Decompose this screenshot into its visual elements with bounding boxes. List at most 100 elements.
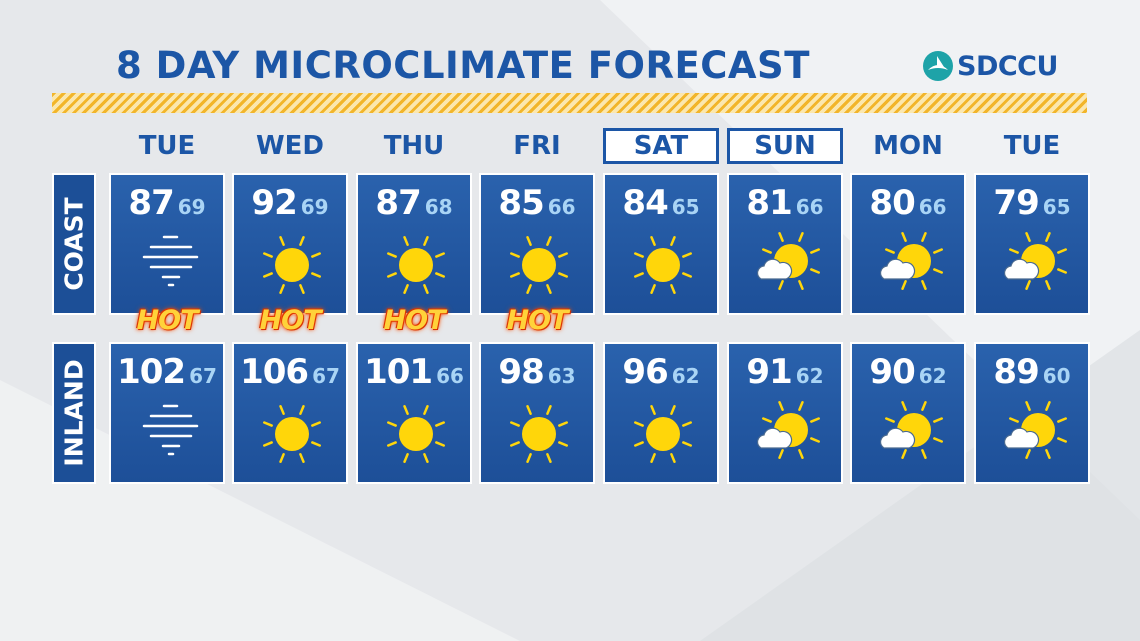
forecast-cell: 80 66 (850, 173, 966, 315)
day-label: TUE (1003, 131, 1061, 161)
high-temp: 80 (869, 183, 915, 223)
low-temp: 62 (918, 364, 947, 388)
forecast-cell: 85 66 (479, 173, 595, 315)
day-label: WED (255, 131, 325, 161)
weather-icon (879, 401, 943, 459)
forecast-cell: 98 63 (479, 342, 595, 484)
low-temp: 65 (671, 195, 700, 219)
low-temp: 65 (1042, 195, 1071, 219)
forecast-cell: 106 67 (232, 342, 348, 484)
low-temp: 66 (547, 195, 576, 219)
hot-badge: HOT (383, 305, 446, 336)
weather-icon (263, 405, 321, 463)
temperatures: 101 66 (358, 352, 470, 392)
day-label: TUE (138, 131, 196, 161)
row-label-box: COAST (52, 173, 96, 315)
low-temp: 60 (1042, 364, 1071, 388)
high-temp: 81 (746, 183, 792, 223)
weather-icon (1003, 401, 1067, 459)
high-temp: 89 (993, 352, 1039, 392)
logo-icon (923, 51, 953, 81)
weather-icon (387, 236, 445, 294)
weather-icon (1003, 232, 1067, 290)
sponsor-logo: SDCCU (922, 50, 1058, 82)
high-temp: 96 (622, 352, 668, 392)
weather-icon (263, 236, 321, 294)
weather-icon (756, 401, 820, 459)
weather-icon (510, 405, 568, 463)
forecast-cell: 89 60 (974, 342, 1090, 484)
forecast-cell: 87 69 (109, 173, 225, 315)
row-label: COAST (59, 197, 89, 291)
day-label: MON (873, 131, 943, 161)
high-temp: 87 (375, 183, 421, 223)
temperatures: 87 69 (111, 183, 223, 223)
high-temp: 84 (622, 183, 668, 223)
temperatures: 87 68 (358, 183, 470, 223)
day-label: SUN (727, 128, 843, 164)
low-temp: 62 (795, 364, 824, 388)
weather-icon (142, 404, 199, 456)
low-temp: 66 (918, 195, 947, 219)
forecast-cell: 87 68 (356, 173, 472, 315)
forecast-cell: 90 62 (850, 342, 966, 484)
high-temp: 101 (364, 352, 433, 392)
forecast-cell: 84 65 (603, 173, 719, 315)
low-temp: 62 (671, 364, 700, 388)
forecast-cell: 102 67 (109, 342, 225, 484)
accent-stripe (52, 93, 1087, 113)
sponsor-name: SDCCU (957, 50, 1058, 82)
temperatures: 102 67 (111, 352, 223, 392)
title: 8 DAY MICROCLIMATE FORECAST (116, 44, 810, 87)
temperatures: 92 69 (234, 183, 346, 223)
forecast-cell: 91 62 (727, 342, 843, 484)
weather-icon (879, 232, 943, 290)
row-label: INLAND (59, 359, 89, 467)
low-temp: 67 (189, 364, 217, 388)
high-temp: 102 (117, 352, 186, 392)
low-temp: 63 (547, 364, 576, 388)
low-temp: 69 (177, 195, 206, 219)
temperatures: 81 66 (729, 183, 841, 223)
forecast-cell: 79 65 (974, 173, 1090, 315)
low-temp: 66 (436, 364, 464, 388)
day-label: SAT (603, 128, 719, 164)
weather-icon (387, 405, 445, 463)
day-label: FRI (513, 131, 561, 161)
hot-badge: HOT (136, 305, 199, 336)
forecast-cell: 92 69 (232, 173, 348, 315)
low-temp: 67 (312, 364, 340, 388)
high-temp: 90 (869, 352, 915, 392)
low-temp: 68 (424, 195, 453, 219)
temperatures: 98 63 (481, 352, 593, 392)
high-temp: 87 (128, 183, 174, 223)
high-temp: 92 (251, 183, 297, 223)
high-temp: 79 (993, 183, 1039, 223)
row-label-box: INLAND (52, 342, 96, 484)
hot-badge: HOT (259, 305, 322, 336)
hot-badge: HOT (506, 305, 569, 336)
low-temp: 69 (300, 195, 329, 219)
temperatures: 89 60 (976, 352, 1088, 392)
day-label: THU (383, 131, 445, 161)
low-temp: 66 (795, 195, 824, 219)
forecast-cell: 96 62 (603, 342, 719, 484)
high-temp: 91 (746, 352, 792, 392)
temperatures: 80 66 (852, 183, 964, 223)
forecast-cell: 101 66 (356, 342, 472, 484)
weather-icon (634, 405, 692, 463)
weather-icon (510, 236, 568, 294)
temperatures: 90 62 (852, 352, 964, 392)
temperatures: 85 66 (481, 183, 593, 223)
temperatures: 91 62 (729, 352, 841, 392)
high-temp: 106 (240, 352, 309, 392)
weather-icon (756, 232, 820, 290)
temperatures: 79 65 (976, 183, 1088, 223)
high-temp: 98 (498, 352, 544, 392)
weather-icon (142, 235, 199, 287)
weather-icon (634, 236, 692, 294)
temperatures: 84 65 (605, 183, 717, 223)
temperatures: 96 62 (605, 352, 717, 392)
forecast-cell: 81 66 (727, 173, 843, 315)
